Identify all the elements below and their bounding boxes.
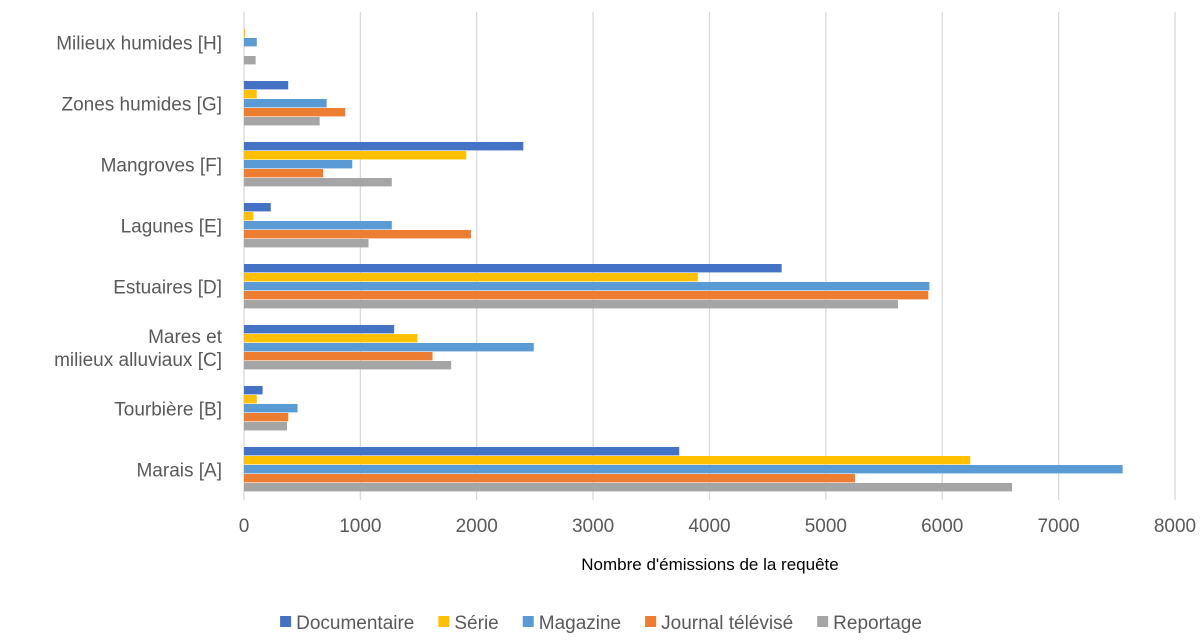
bar-journal-t-l-vis--0 (244, 474, 855, 483)
bar-reportage-2 (244, 361, 452, 370)
x-tick-label: 7000 (1037, 516, 1079, 537)
legend-swatch (645, 616, 657, 627)
bar-documentaire-0 (244, 447, 680, 456)
bar-documentaire-2 (244, 325, 395, 334)
bar-documentaire-5 (244, 142, 524, 151)
bar-s-rie-0 (244, 456, 971, 465)
legend-label: Reportage (833, 613, 922, 634)
bar-magazine-0 (244, 465, 1123, 474)
legend-item: Magazine (522, 613, 621, 634)
bar-documentaire-4 (244, 203, 271, 212)
legend-swatch (522, 616, 534, 627)
legend-label: Journal télévisé (661, 613, 793, 634)
category-label: Mares et milieux alluviaux [C] (54, 327, 223, 371)
bar-reportage-5 (244, 178, 392, 187)
bar-s-rie-3 (244, 273, 698, 282)
bar-journal-t-l-vis--2 (244, 352, 433, 361)
bar-s-rie-1 (244, 395, 257, 404)
bar-journal-t-l-vis--5 (244, 169, 324, 178)
bar-s-rie-6 (244, 90, 257, 99)
legend: Documentaire Série Magazine Journal télévis… (280, 613, 922, 634)
bar-magazine-1 (244, 404, 298, 413)
bar-reportage-6 (244, 117, 320, 126)
legend-label: Documentaire (296, 613, 414, 634)
x-tick-label: 8000 (1154, 516, 1196, 537)
bar-journal-t-l-vis--3 (244, 291, 929, 300)
legend-label: Magazine (539, 613, 621, 634)
bar-s-rie-5 (244, 151, 467, 160)
gridlines (243, 12, 1176, 500)
category-label: Milieux humides [H] (56, 34, 222, 55)
legend-item: Reportage (817, 613, 922, 634)
category-label: Marais [A] (136, 461, 222, 482)
legend-item: Journal télévisé (645, 613, 793, 634)
bar-s-rie-7 (244, 29, 246, 38)
bar-reportage-0 (244, 483, 1013, 492)
x-tick-labels: 0 1000 2000 3000 4000 5000 6000 7000 8000 (239, 516, 1196, 537)
category-labels: Marais [A] Tourbière [B] Mares et milieux a… (54, 34, 223, 482)
x-tick-label: 0 (239, 516, 250, 537)
bars (244, 29, 1123, 492)
x-tick-label: 4000 (688, 516, 730, 537)
bar-documentaire-3 (244, 264, 782, 273)
bar-s-rie-4 (244, 212, 254, 221)
bar-s-rie-2 (244, 334, 418, 343)
bar-magazine-5 (244, 160, 353, 169)
bar-magazine-2 (244, 343, 534, 352)
bar-magazine-4 (244, 221, 392, 230)
legend-item: Documentaire (280, 613, 414, 634)
bar-reportage-4 (244, 239, 369, 248)
bar-documentaire-1 (244, 386, 263, 395)
bar-reportage-7 (244, 56, 256, 65)
bar-magazine-7 (244, 38, 257, 47)
x-tick-label: 1000 (339, 516, 381, 537)
x-tick-label: 5000 (805, 516, 847, 537)
legend-item: Série (438, 613, 499, 634)
bar-reportage-1 (244, 422, 288, 431)
legend-label: Série (454, 613, 498, 634)
category-label: Tourbière [B] (114, 400, 222, 421)
legend-swatch (817, 616, 829, 627)
bar-magazine-6 (244, 99, 327, 108)
bar-journal-t-l-vis--4 (244, 230, 471, 239)
legend-swatch (280, 616, 292, 627)
legend-swatch (438, 616, 450, 627)
category-label: Mangroves [F] (101, 156, 222, 177)
category-label: Estuaires [D] (113, 278, 222, 299)
x-axis-label: Nombre d'émissions de la requête (581, 555, 838, 574)
x-tick-label: 2000 (456, 516, 498, 537)
bar-magazine-3 (244, 282, 930, 291)
bar-journal-t-l-vis--6 (244, 108, 346, 117)
bar-reportage-3 (244, 300, 899, 309)
category-label: Lagunes [E] (121, 217, 222, 238)
category-label: Zones humides [G] (61, 95, 222, 116)
x-tick-label: 6000 (921, 516, 963, 537)
x-tick-label: 3000 (572, 516, 614, 537)
bar-documentaire-6 (244, 81, 289, 90)
bar-journal-t-l-vis--1 (244, 413, 289, 422)
